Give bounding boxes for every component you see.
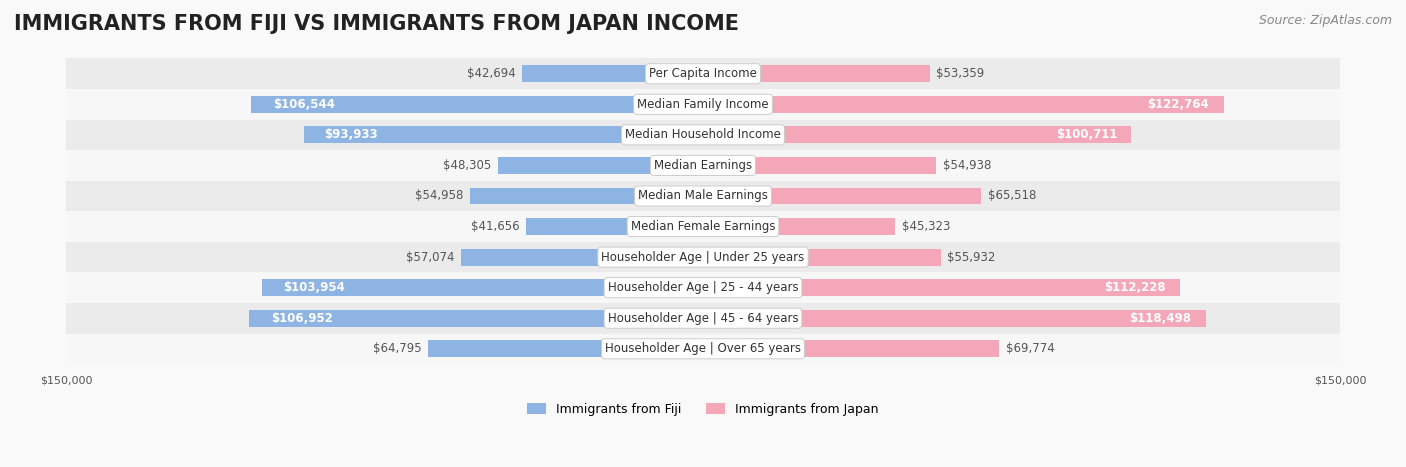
Bar — [498, 157, 703, 174]
Bar — [66, 58, 1340, 89]
Bar — [66, 211, 1340, 242]
Text: Householder Age | Under 25 years: Householder Age | Under 25 years — [602, 251, 804, 263]
Text: $103,954: $103,954 — [284, 281, 346, 294]
Text: $100,711: $100,711 — [1056, 128, 1118, 142]
Text: $69,774: $69,774 — [1005, 342, 1054, 355]
Bar — [703, 157, 936, 174]
Bar — [703, 249, 941, 266]
Text: $53,359: $53,359 — [936, 67, 984, 80]
Bar — [66, 150, 1340, 181]
Bar — [250, 96, 703, 113]
Bar — [249, 310, 703, 326]
Text: IMMIGRANTS FROM FIJI VS IMMIGRANTS FROM JAPAN INCOME: IMMIGRANTS FROM FIJI VS IMMIGRANTS FROM … — [14, 14, 740, 34]
Text: $54,958: $54,958 — [415, 190, 463, 203]
Bar — [66, 333, 1340, 364]
Text: $41,656: $41,656 — [471, 220, 520, 233]
Text: Median Female Earnings: Median Female Earnings — [631, 220, 775, 233]
Text: Householder Age | 45 - 64 years: Householder Age | 45 - 64 years — [607, 312, 799, 325]
Text: $55,932: $55,932 — [946, 251, 995, 263]
Text: $45,323: $45,323 — [901, 220, 950, 233]
Text: Median Family Income: Median Family Income — [637, 98, 769, 111]
Bar — [703, 96, 1225, 113]
Text: $93,933: $93,933 — [323, 128, 378, 142]
Text: $122,764: $122,764 — [1147, 98, 1209, 111]
Bar — [461, 249, 703, 266]
Text: $106,544: $106,544 — [273, 98, 335, 111]
Text: Source: ZipAtlas.com: Source: ZipAtlas.com — [1258, 14, 1392, 27]
Bar — [427, 340, 703, 357]
Text: $42,694: $42,694 — [467, 67, 516, 80]
Bar — [703, 218, 896, 235]
Text: $54,938: $54,938 — [942, 159, 991, 172]
Text: Median Household Income: Median Household Income — [626, 128, 780, 142]
Legend: Immigrants from Fiji, Immigrants from Japan: Immigrants from Fiji, Immigrants from Ja… — [522, 398, 884, 421]
Bar — [66, 272, 1340, 303]
Bar — [522, 65, 703, 82]
Bar — [703, 127, 1130, 143]
Bar — [703, 65, 929, 82]
Text: $48,305: $48,305 — [443, 159, 492, 172]
Bar — [66, 120, 1340, 150]
Bar — [66, 181, 1340, 211]
Bar — [66, 89, 1340, 120]
Bar — [703, 310, 1206, 326]
Text: $64,795: $64,795 — [373, 342, 422, 355]
Text: $118,498: $118,498 — [1129, 312, 1191, 325]
Bar — [703, 279, 1180, 296]
Text: Householder Age | Over 65 years: Householder Age | Over 65 years — [605, 342, 801, 355]
Text: $112,228: $112,228 — [1104, 281, 1166, 294]
Bar — [66, 242, 1340, 272]
Bar — [66, 303, 1340, 333]
Text: Median Earnings: Median Earnings — [654, 159, 752, 172]
Text: Per Capita Income: Per Capita Income — [650, 67, 756, 80]
Bar — [526, 218, 703, 235]
Bar — [703, 188, 981, 205]
Bar — [470, 188, 703, 205]
Text: $57,074: $57,074 — [406, 251, 454, 263]
Text: $65,518: $65,518 — [987, 190, 1036, 203]
Text: $106,952: $106,952 — [271, 312, 333, 325]
Bar — [304, 127, 703, 143]
Bar — [703, 340, 1000, 357]
Bar — [262, 279, 703, 296]
Text: Median Male Earnings: Median Male Earnings — [638, 190, 768, 203]
Text: Householder Age | 25 - 44 years: Householder Age | 25 - 44 years — [607, 281, 799, 294]
